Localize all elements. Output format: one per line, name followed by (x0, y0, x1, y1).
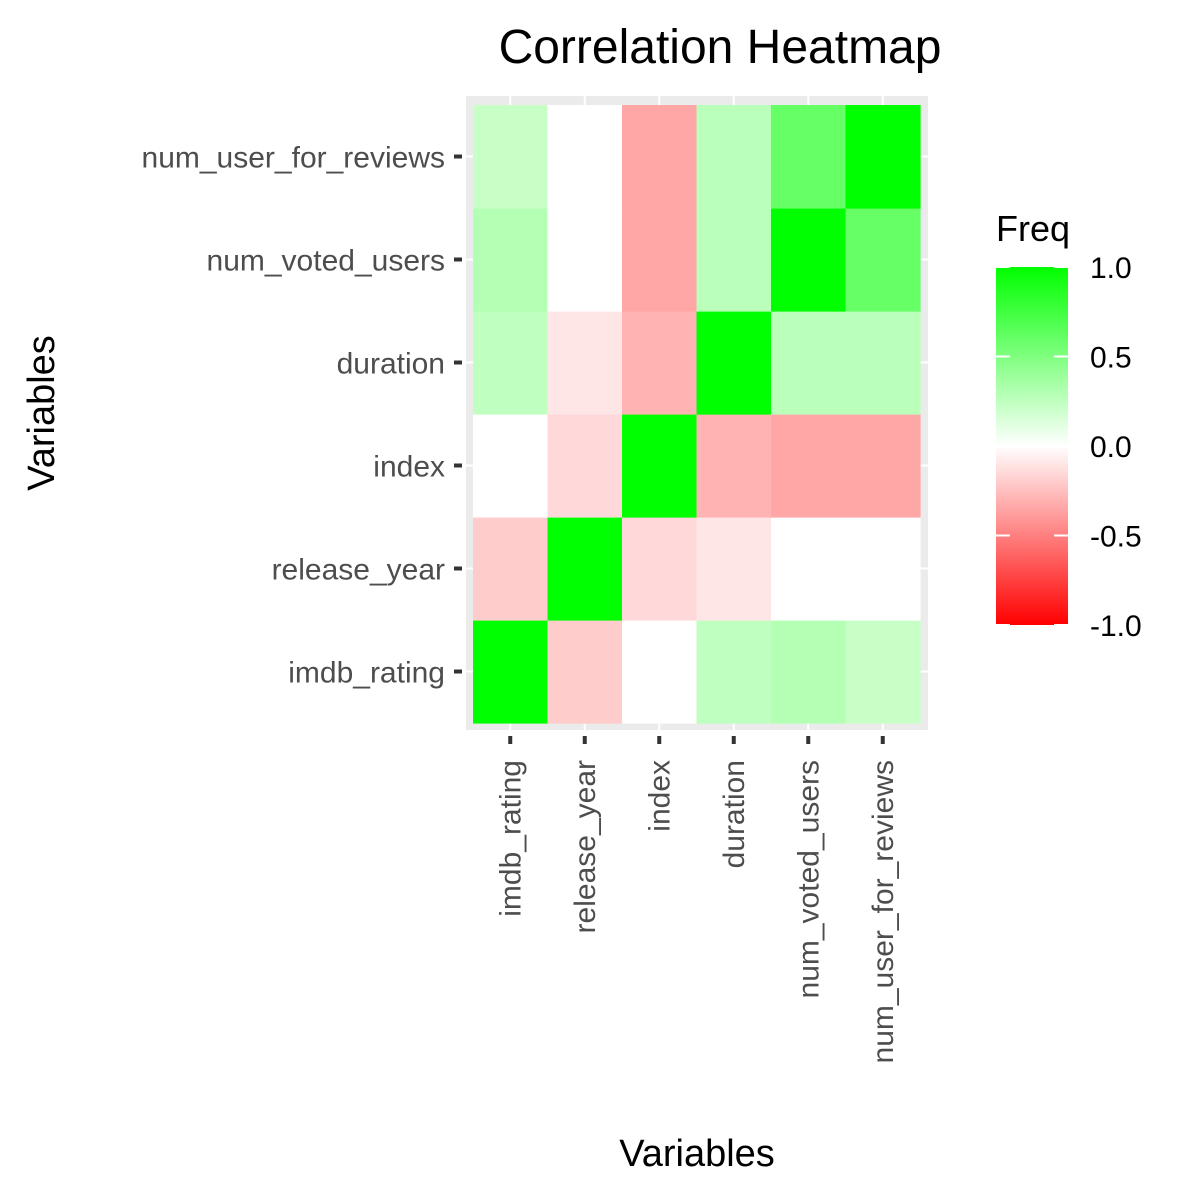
legend-tick-label: 1.0 (1090, 252, 1132, 285)
heatmap-cell (547, 517, 623, 621)
y-axis-title: Variables (21, 335, 63, 491)
chart-title: Correlation Heatmap (499, 21, 942, 74)
legend-tick-label: 0.5 (1090, 342, 1132, 375)
heatmap-cells (473, 105, 921, 724)
heatmap-cell (622, 414, 698, 518)
heatmap-cell (547, 105, 623, 209)
heatmap-cell (696, 105, 772, 209)
heatmap-cell (771, 620, 847, 724)
heatmap-cell (771, 414, 847, 518)
x-tick-label: release_year (569, 760, 602, 933)
x-tick-label: index (643, 760, 676, 832)
y-tick-label: num_user_for_reviews (142, 142, 445, 175)
heatmap-cell (771, 517, 847, 621)
heatmap-cell (845, 208, 921, 312)
legend: Freq 1.0 0.5 0.0 -0.5 -1.0 (996, 208, 1142, 643)
legend-ticks: 1.0 0.5 0.0 -0.5 -1.0 (996, 252, 1142, 643)
y-tick-label: num_voted_users (207, 245, 445, 278)
x-tick-label: duration (718, 760, 751, 868)
heatmap-cell (622, 208, 698, 312)
heatmap-cell (845, 105, 921, 209)
y-tick-label: imdb_rating (288, 657, 445, 690)
legend-tick-label: -1.0 (1090, 610, 1142, 643)
y-tick-label: duration (337, 348, 445, 381)
heatmap-cell (696, 414, 772, 518)
heatmap-cell (696, 208, 772, 312)
heatmap-cell (473, 620, 549, 724)
heatmap-cell (473, 517, 549, 621)
heatmap-cell (696, 311, 772, 415)
heatmap-cell (622, 517, 698, 621)
y-tick-label: index (373, 451, 445, 484)
y-axis: imdb_rating release_year index duration num_… (142, 142, 462, 690)
heatmap-cell (771, 208, 847, 312)
heatmap-cell (547, 311, 623, 415)
heatmap-cell (622, 105, 698, 209)
x-tick-label: num_voted_users (792, 760, 825, 998)
heatmap-cell (771, 311, 847, 415)
y-tick-label: release_year (272, 554, 445, 587)
legend-title: Freq (996, 208, 1070, 249)
heatmap-cell (473, 311, 549, 415)
x-tick-label: imdb_rating (494, 760, 527, 917)
x-axis: imdb_rating release_year index duration num_… (494, 736, 900, 1063)
heatmap-cell (473, 414, 549, 518)
heatmap-cell (473, 105, 549, 209)
heatmap-cell (845, 517, 921, 621)
heatmap-cell (622, 311, 698, 415)
heatmap-cell (473, 208, 549, 312)
heatmap-cell (622, 620, 698, 724)
heatmap-cell (696, 620, 772, 724)
heatmap-cell (845, 311, 921, 415)
heatmap-cell (547, 414, 623, 518)
x-axis-title: Variables (619, 1133, 775, 1175)
heatmap-cell (547, 208, 623, 312)
x-tick-label: num_user_for_reviews (867, 760, 900, 1063)
legend-tick-label: -0.5 (1090, 521, 1142, 554)
heatmap-cell (696, 517, 772, 621)
legend-tick-label: 0.0 (1090, 431, 1132, 464)
heatmap-cell (771, 105, 847, 209)
heatmap-cell (845, 414, 921, 518)
heatmap-cell (845, 620, 921, 724)
heatmap-cell (547, 620, 623, 724)
